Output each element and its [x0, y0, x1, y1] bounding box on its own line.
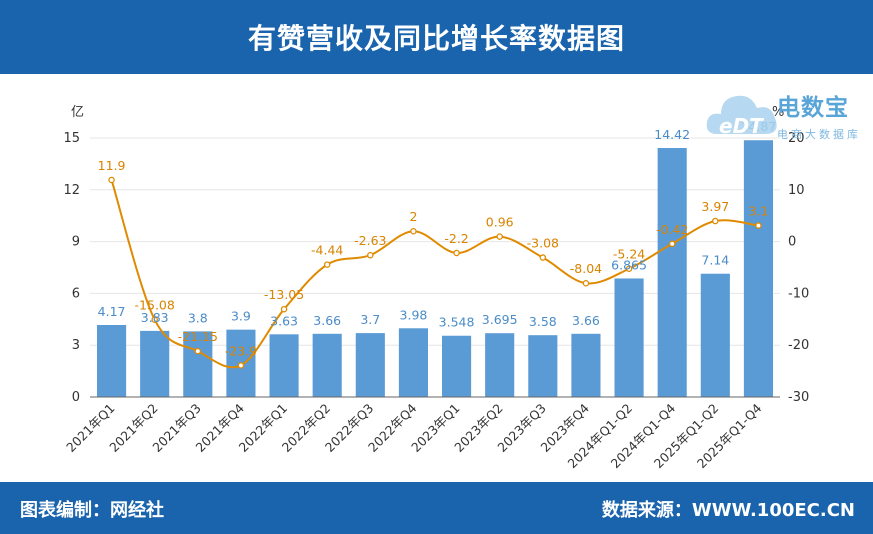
bar — [398, 328, 428, 397]
bar-value-label: 3.98 — [400, 307, 428, 322]
bar-value-label: 3.7 — [360, 312, 380, 327]
y-right-tick-label: 20 — [788, 131, 805, 146]
growth-value-label: -13.05 — [264, 287, 304, 302]
y-left-tick-label: 9 — [72, 235, 80, 250]
cloud-logo-icon — [706, 95, 777, 134]
growth-point — [280, 305, 288, 313]
growth-point — [367, 251, 374, 259]
growth-point — [108, 176, 115, 184]
bar-value-label: 3.548 — [439, 315, 475, 330]
y-right-tick-label: -20 — [788, 338, 809, 353]
growth-point — [151, 316, 158, 323]
logo-brand: 电数宝 — [777, 95, 849, 121]
title-banner: 有赞营收及同比增长率数据图 — [0, 0, 873, 74]
growth-point — [323, 261, 331, 268]
bar-value-label: 3.8 — [188, 310, 208, 325]
growth-value-label: 11.9 — [98, 158, 126, 173]
growth-point — [668, 240, 676, 248]
growth-point — [237, 362, 245, 369]
y-right-tick-label: -30 — [788, 390, 809, 405]
growth-point — [582, 279, 590, 287]
edt-logo: eDT 电数宝 电商大数据库 — [705, 82, 873, 152]
y-left-tick-label: 15 — [63, 131, 80, 146]
bar — [614, 278, 644, 397]
bar — [269, 334, 299, 397]
bar — [312, 333, 342, 397]
bar — [140, 330, 170, 397]
footer-source: 数据来源：WWW.100EC.CN — [601, 500, 855, 521]
growth-point — [755, 222, 762, 229]
bar-value-label: 4.17 — [98, 304, 126, 319]
logo-mark: eDT — [719, 114, 763, 138]
growth-value-label: -0.42 — [656, 222, 688, 237]
growth-value-label: -3.08 — [527, 236, 559, 251]
bar-value-label: 3.66 — [313, 313, 341, 328]
growth-value-label: 2 — [409, 209, 417, 224]
logo-subtitle: 电商大数据库 — [777, 128, 861, 141]
bar-value-label: 6.865 — [611, 257, 647, 272]
y-left-tick-label: 3 — [72, 338, 80, 353]
growth-point — [539, 254, 547, 261]
growth-value-label: -23.9 — [225, 343, 257, 358]
bar — [97, 324, 127, 397]
y-right-axis-label: % — [772, 105, 784, 120]
y-right-tick-label: 0 — [788, 235, 796, 250]
y-right-tick-label: -10 — [788, 286, 809, 301]
growth-point — [496, 233, 503, 240]
growth-value-label: -5.24 — [613, 247, 645, 262]
bar-value-label: 14.42 — [654, 127, 690, 142]
y-right-tick-label: 10 — [788, 183, 805, 198]
bar — [355, 333, 385, 397]
y-left-tick-label: 12 — [63, 183, 80, 198]
bar — [442, 335, 472, 397]
bar-value-label: 3.9 — [231, 309, 251, 324]
bar — [657, 148, 687, 397]
bar — [183, 331, 213, 397]
bar-value-label: 3.66 — [572, 313, 600, 328]
growth-value-label: -21.15 — [178, 329, 218, 344]
growth-value-label: -8.04 — [570, 261, 602, 276]
growth-point — [410, 227, 417, 235]
growth-value-label: 3.97 — [701, 199, 729, 214]
bar — [528, 335, 558, 397]
bar-value-label: 7.14 — [701, 253, 729, 268]
page-title: 有赞营收及同比增长率数据图 — [247, 22, 625, 55]
bar-value-label: 3.63 — [270, 313, 298, 328]
growth-value-label: 3.1 — [748, 204, 768, 219]
y-left-axis-label: 亿 — [71, 105, 84, 120]
growth-point — [625, 265, 633, 272]
y-left-tick-label: 0 — [72, 390, 80, 405]
bar — [700, 273, 730, 397]
bar-value-label: 3.695 — [482, 312, 518, 327]
bar — [485, 333, 515, 397]
footer-credit: 图表编制：网经社 — [20, 500, 164, 521]
chart-panel: 0 3 6 9 12 15 -30 -20 -10 0 10 20 亿% 4.17 3.83 3.8 3.9 3.… — [0, 74, 873, 482]
bar — [743, 140, 773, 397]
growth-value-label: -4.44 — [311, 243, 343, 258]
growth-value-label: 0.96 — [486, 215, 514, 230]
growth-point — [194, 347, 202, 355]
growth-value-label: -15.08 — [135, 298, 175, 313]
growth-value-label: -2.2 — [444, 231, 468, 246]
footer-bar: 图表编制：网经社 数据来源：WWW.100EC.CN — [0, 482, 873, 534]
growth-value-label: -2.63 — [354, 233, 386, 248]
y-left-tick-label: 6 — [72, 286, 80, 301]
bar-value-label: 3.83 — [141, 310, 169, 325]
bar-value-label: 3.58 — [529, 314, 557, 329]
growth-point — [712, 217, 719, 225]
bar — [571, 333, 601, 397]
combo-chart: 0 3 6 9 12 15 -30 -20 -10 0 10 20 亿 % 4.17 3.83 3.8 3.9 3.… — [63, 105, 809, 471]
growth-point — [453, 249, 460, 257]
